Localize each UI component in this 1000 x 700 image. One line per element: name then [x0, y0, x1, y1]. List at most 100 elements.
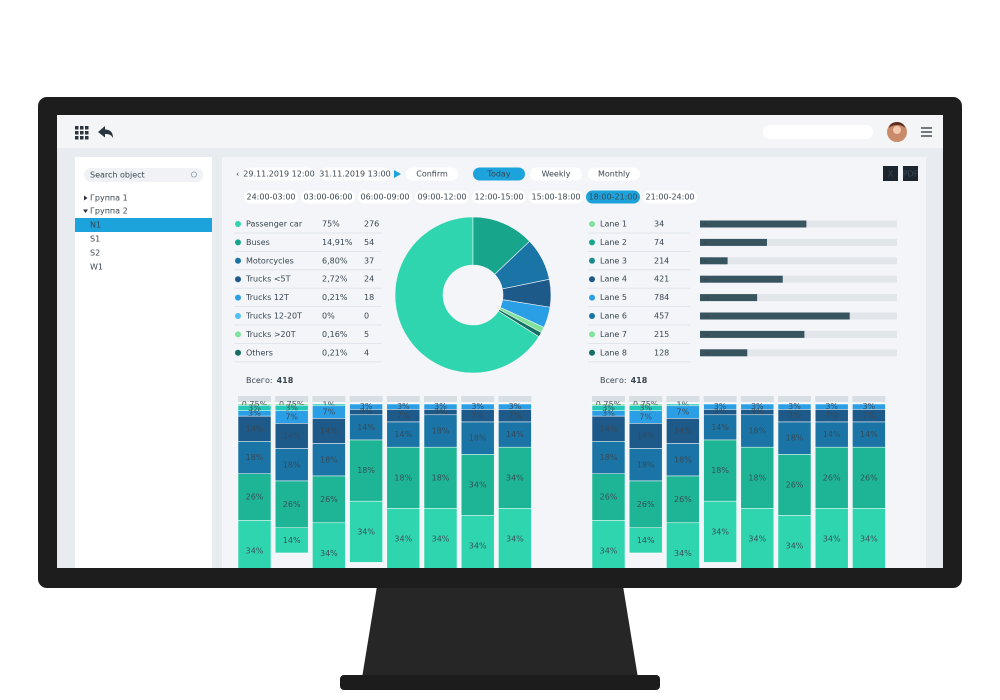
tree-item[interactable]: W1	[90, 263, 103, 272]
time-slot-label[interactable]: 15:00-18:00	[532, 193, 581, 202]
time-slot-button[interactable]	[244, 190, 298, 204]
lane-track	[700, 294, 897, 302]
lane-track	[700, 238, 897, 246]
segment-label: 1%	[323, 400, 336, 409]
time-slot-label[interactable]: 03:00-06:00	[304, 193, 353, 202]
date-to-button[interactable]	[320, 167, 390, 181]
tree-item[interactable]: N1	[90, 221, 101, 230]
segment-label: 3%	[509, 402, 522, 411]
period-button[interactable]	[588, 167, 640, 181]
apps-icon[interactable]	[75, 126, 89, 140]
segment-label: 14%	[637, 431, 655, 440]
lane-name: Lane 6	[600, 312, 627, 321]
confirm-label[interactable]: Confirm	[416, 170, 448, 179]
export-label[interactable]: X	[888, 170, 894, 179]
vehicle-share: 75%	[322, 220, 340, 229]
export-label[interactable]: PDF	[903, 170, 919, 179]
legend-dot	[589, 239, 595, 246]
time-slot-label[interactable]: 21:00-24:00	[646, 193, 695, 202]
lane-arrow: ←	[703, 257, 710, 266]
prev-arrow[interactable]: ‹	[236, 170, 239, 179]
legend-dot	[589, 294, 595, 301]
tree-item[interactable]: Группа 2	[90, 207, 128, 216]
stack-segment	[274, 480, 309, 529]
segment-label: 3%	[360, 408, 373, 417]
segment-label: 14%	[320, 427, 338, 436]
time-slot-button[interactable]	[358, 190, 412, 204]
legend-dot	[235, 221, 241, 227]
segment-label: 34%	[506, 473, 524, 482]
time-slot-button[interactable]	[643, 190, 697, 204]
stack-segment	[777, 454, 812, 516]
tree-item[interactable]: Группа 1	[90, 194, 128, 203]
tree-item[interactable]: S2	[90, 249, 100, 258]
segment-label: 0,75%	[633, 400, 659, 409]
lane-bar	[700, 330, 805, 338]
lane-name: Lane 2	[600, 238, 627, 247]
time-slot-label[interactable]: 09:00-12:00	[418, 193, 467, 202]
vehicle-name: Buses	[246, 238, 270, 247]
period-label[interactable]: Weekly	[542, 170, 571, 179]
back-icon[interactable]	[98, 126, 113, 138]
top-search[interactable]	[763, 125, 873, 139]
time-slot-label[interactable]: 12:00-15:00	[475, 193, 524, 202]
lane-arrow: →	[703, 330, 710, 339]
time-slot-button[interactable]	[472, 190, 526, 204]
segment-label: 34%	[432, 535, 450, 544]
menu-icon[interactable]	[921, 127, 932, 137]
period-button[interactable]	[473, 167, 525, 181]
vehicle-count: 18	[364, 293, 374, 302]
date-to-label[interactable]: 31.11.2019 13:00	[319, 170, 390, 179]
lane-track	[700, 257, 897, 265]
legend-dot	[589, 257, 595, 264]
column-header	[629, 396, 663, 402]
period-label[interactable]: Monthly	[598, 170, 630, 179]
total-value: 418	[631, 376, 648, 385]
stack-segment	[237, 473, 272, 521]
time-slot-label[interactable]: 24:00-03:00	[247, 193, 296, 202]
segment-label: 34%	[786, 542, 804, 551]
time-slot-button[interactable]	[415, 190, 469, 204]
vehicle-share: 2,72%	[322, 275, 348, 284]
date-from-button[interactable]	[244, 167, 314, 181]
time-slot-label[interactable]: 06:00-09:00	[361, 193, 410, 202]
period-label[interactable]: Today	[486, 170, 510, 179]
time-slot-button[interactable]	[529, 190, 583, 204]
vehicle-share: 0,16%	[322, 330, 348, 339]
segment-label: 26%	[320, 495, 338, 504]
time-slot-label[interactable]: 18:00-21:00	[589, 193, 638, 202]
expanded-caret	[83, 209, 88, 213]
column-header	[740, 396, 774, 402]
lane-count: 421	[654, 275, 669, 284]
export-button[interactable]	[903, 166, 918, 181]
confirm-button[interactable]	[406, 167, 458, 181]
legend-dot	[235, 257, 241, 264]
time-slot-button[interactable]	[301, 190, 355, 204]
column-header	[498, 396, 532, 402]
lane-count: 215	[654, 330, 669, 339]
stack-segment	[498, 421, 532, 448]
segment-label: 26%	[674, 495, 692, 504]
segment-label: 7%	[863, 411, 876, 420]
segment-label: 0,75%	[596, 400, 622, 409]
total-value: 418	[277, 376, 294, 385]
stack-segment	[349, 500, 383, 563]
lane-bar	[700, 312, 850, 320]
lane-name: Lane 5	[600, 293, 627, 302]
total: Всего: 418	[246, 376, 294, 385]
object-search[interactable]	[84, 168, 203, 182]
legend-dot	[589, 331, 595, 338]
play-icon[interactable]	[394, 170, 401, 178]
stack-segment	[237, 520, 272, 568]
stack-segment	[666, 443, 700, 477]
period-button[interactable]	[530, 167, 582, 181]
export-button[interactable]	[883, 166, 898, 181]
vehicle-share: 0,21%	[322, 348, 348, 357]
time-slot-button[interactable]	[586, 190, 640, 204]
segment-label: 34%	[748, 535, 766, 544]
date-from-label[interactable]: 29.11.2019 12:00	[243, 170, 314, 179]
legend-dot	[235, 313, 241, 319]
tree-item[interactable]: S1	[90, 235, 100, 244]
segment-label: 3%	[285, 404, 298, 413]
